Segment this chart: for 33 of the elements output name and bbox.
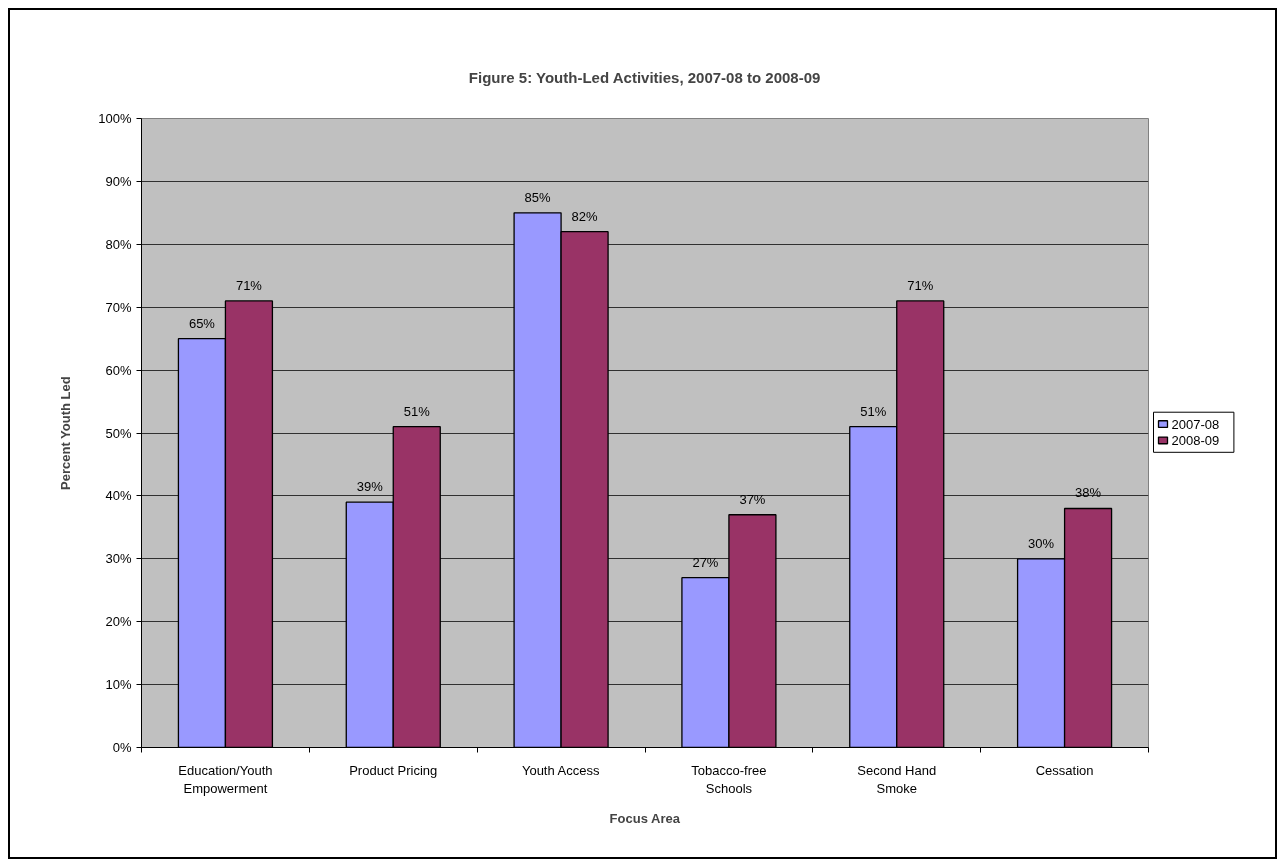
x-tick-label: Education/Youth Empowerment — [178, 762, 273, 796]
y-tick-label: 60% — [105, 362, 132, 378]
legend-label: 2008-09 — [1171, 432, 1220, 448]
y-tick-label: 100% — [98, 111, 132, 126]
chart-title: Figure 5: Youth-Led Activities, 2007-08 to 2008-09 — [468, 68, 821, 86]
data-label: 71% — [235, 277, 263, 293]
y-tick-label: 40% — [105, 488, 132, 504]
data-label: 82% — [571, 208, 599, 224]
data-label: 71% — [907, 277, 934, 293]
data-label: 37% — [739, 491, 766, 507]
y-tick-label: 0% — [112, 740, 132, 755]
data-label: 51% — [860, 403, 887, 419]
y-tick-label: 30% — [105, 551, 132, 567]
x-tick-label: Second Hand Smoke — [857, 762, 937, 796]
y-axis-title: Percent Youth Led — [58, 376, 74, 490]
x-tick-label: Youth Access — [521, 762, 601, 778]
data-label: 27% — [692, 554, 719, 570]
x-tick-label: Tobacco-free Schools — [691, 762, 767, 796]
y-tick-label: 10% — [105, 677, 132, 693]
x-axis-title: Focus Area — [609, 810, 681, 826]
x-tick-label: Cessation — [1035, 762, 1094, 778]
data-label: 65% — [188, 315, 216, 331]
y-tick-label: 20% — [105, 614, 132, 630]
data-label: 39% — [356, 479, 384, 495]
data-label: 85% — [524, 189, 552, 205]
y-tick-label: 90% — [105, 173, 132, 189]
data-label: 30% — [1028, 535, 1055, 551]
x-tick-label: Product Pricing — [349, 762, 438, 778]
y-tick-label: 50% — [105, 425, 132, 441]
y-tick-label: 70% — [105, 299, 132, 315]
legend-label: 2007-08 — [1171, 416, 1220, 432]
y-tick-label: 80% — [105, 236, 132, 252]
data-label: 51% — [403, 403, 431, 419]
